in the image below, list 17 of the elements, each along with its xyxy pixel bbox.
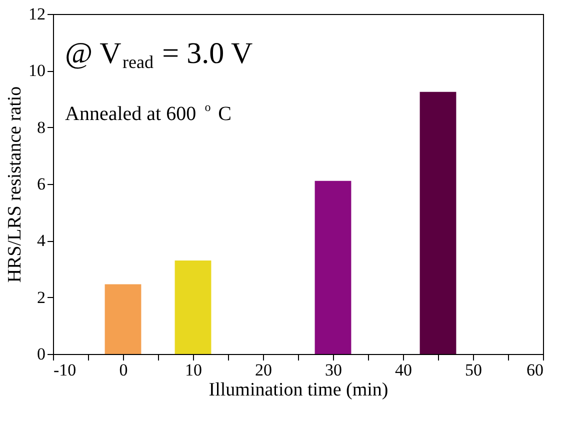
y-tick-label: 12 (28, 4, 46, 24)
x-tick-label: 60 (526, 360, 544, 380)
x-tick-label: 10 (185, 360, 202, 380)
x-tick-label: 20 (255, 360, 272, 380)
x-axis-title: Illumination time (min) (208, 380, 388, 400)
x-tick-label: 50 (465, 360, 482, 380)
y-tick-label: 10 (28, 61, 46, 80)
y-tick-label: 0 (37, 344, 46, 364)
y-axis-title: HRS/LRS resistance ratio (4, 86, 26, 283)
x-tick-label: 30 (325, 360, 342, 380)
x-tick-label: -10 (54, 360, 76, 380)
y-tick-label: 8 (37, 118, 46, 137)
y-tick-label: 4 (37, 231, 46, 250)
x-tick-label: 40 (395, 360, 412, 380)
y-tick-label: 6 (37, 174, 46, 194)
x-tick-label: 0 (119, 360, 128, 380)
y-tick-label: 2 (37, 288, 46, 307)
